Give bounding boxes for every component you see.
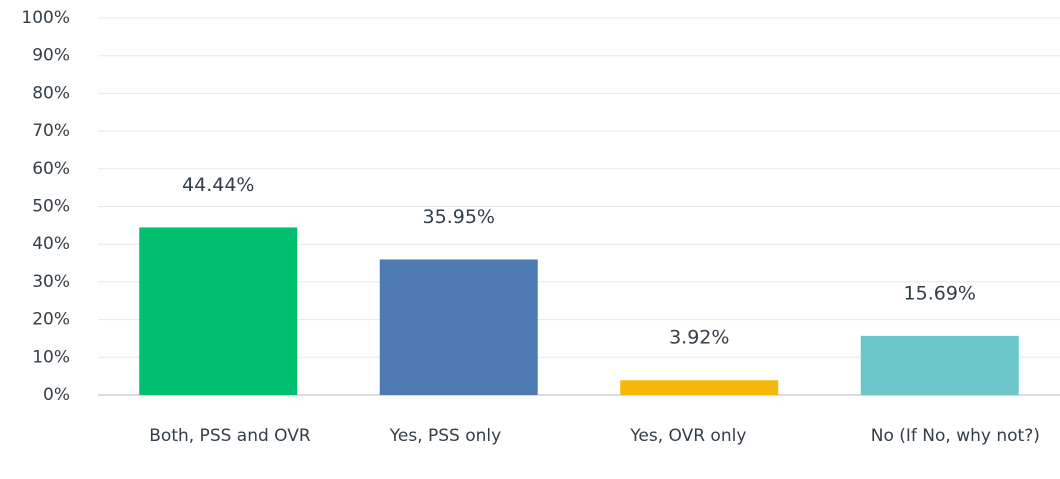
bar bbox=[620, 380, 779, 395]
bar bbox=[379, 259, 538, 395]
value-label: 35.95% bbox=[423, 206, 495, 228]
bar bbox=[139, 227, 298, 395]
y-tick-label: 80% bbox=[32, 83, 70, 103]
y-tick-label: 70% bbox=[32, 121, 70, 141]
bar bbox=[860, 335, 1019, 395]
x-tick-label: No (If No, why not?) bbox=[870, 426, 1040, 446]
y-tick-label: 30% bbox=[32, 272, 70, 292]
y-tick-label: 10% bbox=[32, 347, 70, 367]
value-label: 44.44% bbox=[182, 174, 254, 196]
value-label: 15.69% bbox=[904, 282, 976, 304]
value-label: 3.92% bbox=[669, 327, 729, 349]
y-tick-label: 40% bbox=[32, 234, 70, 254]
y-tick-label: 60% bbox=[32, 159, 70, 179]
x-tick-label: Both, PSS and OVR bbox=[149, 426, 311, 446]
y-tick-label: 20% bbox=[32, 310, 70, 330]
y-tick-label: 100% bbox=[21, 8, 70, 28]
y-tick-label: 90% bbox=[32, 46, 70, 66]
x-tick-label: Yes, PSS only bbox=[389, 426, 502, 446]
y-tick-label: 0% bbox=[43, 385, 70, 405]
y-tick-label: 50% bbox=[32, 197, 70, 217]
x-tick-label: Yes, OVR only bbox=[630, 426, 747, 446]
